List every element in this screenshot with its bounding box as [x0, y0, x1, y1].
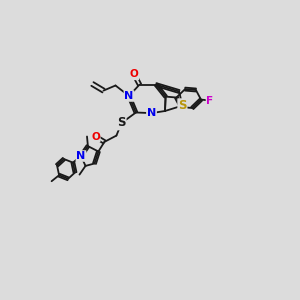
Text: O: O — [91, 131, 100, 142]
Text: S: S — [178, 99, 187, 112]
Text: N: N — [76, 151, 85, 161]
Text: S: S — [117, 116, 126, 130]
Text: N: N — [124, 91, 134, 101]
Text: N: N — [147, 108, 156, 118]
Text: O: O — [130, 69, 139, 80]
Text: F: F — [206, 95, 214, 106]
